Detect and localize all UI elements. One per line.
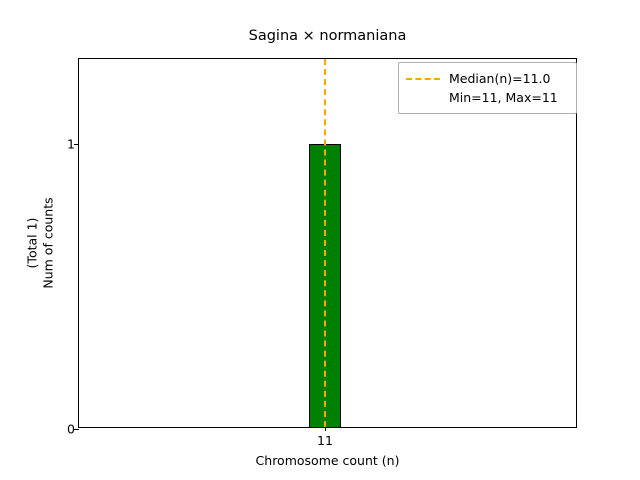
ytick-mark [74,144,79,145]
legend: Median(n)=11.0 Min=11, Max=11 [398,62,577,114]
y-axis-label-text: (Total 1) Num of counts [24,197,55,288]
xtick-mark [325,427,326,431]
legend-entry-minmax: Min=11, Max=11 [406,88,568,107]
chart-title: Sagina × normaniana [248,28,407,44]
y-axis-label-line1: Num of counts [40,197,55,289]
y-axis-label-line2: (Total 1) [24,217,40,269]
legend-label-median: Median(n)=11.0 [449,71,551,86]
xtick-label: 11 [317,433,333,448]
median-dashed-line-icon [406,77,440,80]
plot-area: 0 1 11 [67,58,577,448]
legend-label-minmax: Min=11, Max=11 [449,90,558,105]
median-line [324,59,326,427]
ytick-label: 1 [67,136,75,152]
legend-entry-median: Median(n)=11.0 [406,69,568,88]
plot-clip [79,59,576,427]
x-axis-label: Chromosome count (n) [255,453,400,468]
ytick-label: 0 [67,421,75,437]
ytick-mark [74,429,79,430]
